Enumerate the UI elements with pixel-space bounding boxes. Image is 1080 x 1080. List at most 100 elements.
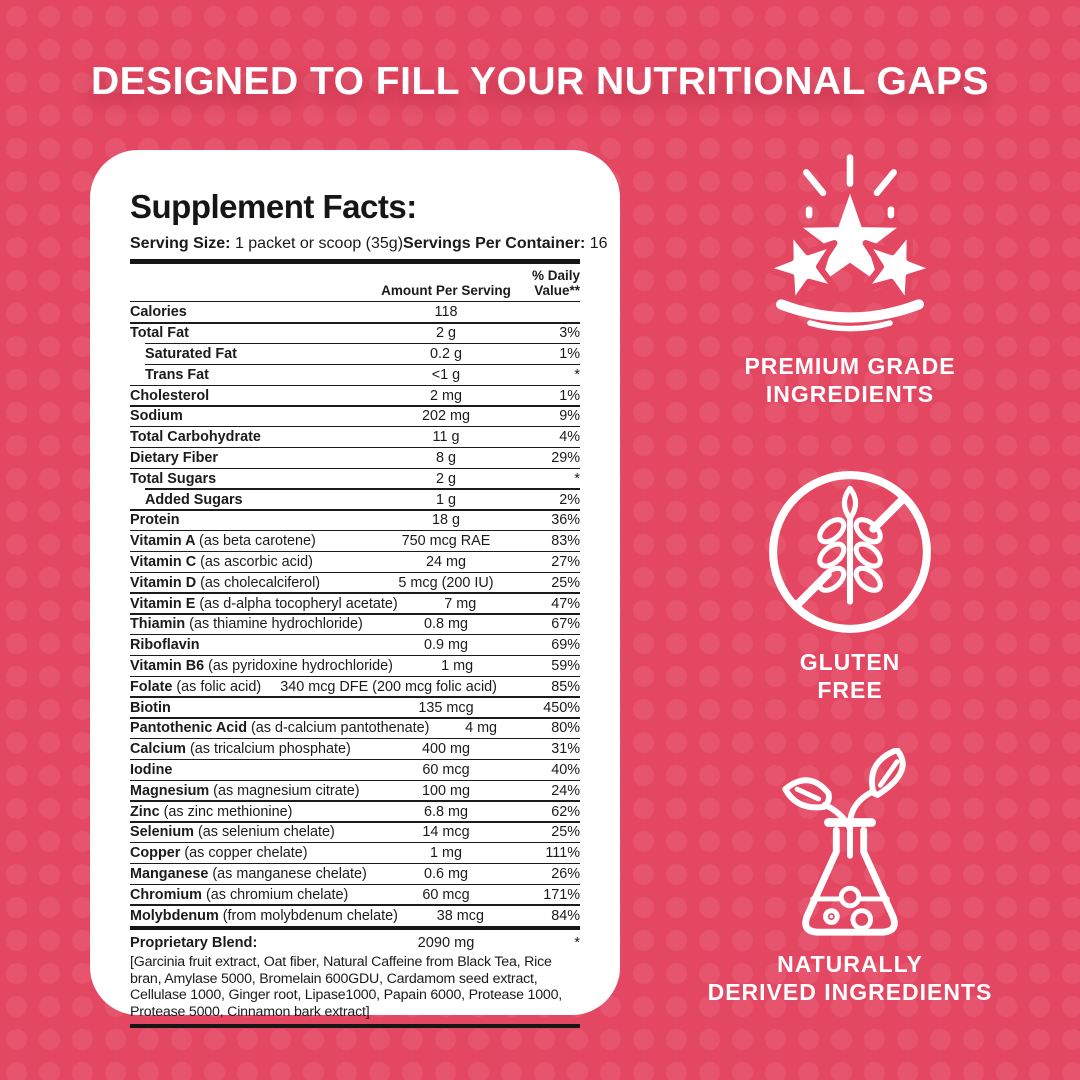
serving-info-row: Serving Size: 1 packet or scoop (35g) Se…: [130, 234, 608, 253]
nutrient-source: (as tricalcium phosphate): [189, 741, 351, 758]
naturally-derived-icon: [782, 748, 906, 936]
badge-gluten-label: GLUTEN FREE: [675, 648, 1025, 704]
nutrient-daily-value: 84%: [551, 907, 580, 924]
table-row: Biotin 135 mcg 450%: [130, 696, 580, 718]
table-row: Dietary Fiber 8 g 29%: [130, 446, 580, 469]
gluten-free-icon: [769, 471, 931, 633]
nutrient-source: (as chromium chelate): [205, 886, 349, 903]
proprietary-blend-ingredients: [Garcinia fruit extract, Oat fiber, Natu…: [130, 953, 563, 1020]
table-row: Copper (as copper chelate) 1 mg 111%: [130, 842, 580, 864]
nutrient-amount: <1 g: [431, 366, 461, 383]
nutrient-daily-value: 2%: [559, 491, 580, 508]
badge-gluten-line1: GLUTEN: [799, 649, 901, 675]
nutrient-amount: 1 mg: [430, 845, 462, 862]
nutrient-name: Added Sugars: [145, 491, 243, 508]
nutrient-amount: 14 mcg: [422, 824, 470, 841]
nutrient-source: (as thiamine hydrochloride): [189, 616, 363, 633]
nutrient-source: (as ascorbic acid): [200, 553, 313, 570]
table-row: Magnesium (as magnesium citrate) 100 mg …: [130, 779, 580, 801]
table-row: Total Carbohydrate 11 g 4%: [130, 426, 580, 448]
servings-per-container-value: 16: [589, 235, 608, 252]
nutrient-daily-value: 29%: [551, 449, 580, 466]
table-row: Trans Fat <1 g *: [130, 363, 580, 385]
table-row: Total Fat 2 g 3%: [130, 322, 580, 344]
nutrient-name: Total Sugars: [130, 470, 217, 487]
nutrient-name: Thiamin (as thiamine hydrochloride): [130, 616, 363, 633]
nutrient-name: Magnesium (as magnesium citrate): [130, 782, 360, 799]
nutrient-name: Vitamin A (as beta carotene): [130, 533, 316, 550]
table-row: Vitamin C (as ascorbic acid) 24 mg 27%: [130, 550, 580, 573]
nutrient-daily-value: 171%: [543, 886, 580, 903]
nutrient-amount: 118: [434, 304, 458, 321]
table-row: Cholesterol 2 mg 1%: [130, 384, 580, 406]
nutrient-daily-value: 24%: [551, 782, 580, 799]
table-row: Pantothenic Acid (as d-calcium pantothen…: [130, 717, 580, 739]
nutrient-amount: 1 mg: [441, 657, 474, 674]
table-row: Calcium (as tricalcium phosphate) 400 mg…: [130, 738, 580, 760]
nutrient-daily-value: *: [574, 366, 580, 383]
nutrient-daily-value: 111%: [545, 845, 580, 862]
table-row: Iodine 60 mcg 40%: [130, 758, 580, 781]
divider-thick-bottom: [130, 1024, 580, 1029]
nutrient-daily-value: 3%: [559, 325, 580, 342]
nutrient-amount: 18 g: [431, 512, 460, 529]
nutrient-name: Zinc (as zinc methionine): [130, 803, 293, 820]
nutrient-daily-value: 59%: [551, 657, 580, 674]
proprietary-blend-section: Proprietary Blend: 2090 mg * [Garcinia f…: [130, 930, 580, 1024]
table-row: Saturated Fat 0.2 g 1%: [130, 342, 580, 365]
table-row: Zinc (as zinc methionine) 6.8 mg 62%: [130, 800, 580, 822]
nutrient-daily-value: 62%: [551, 803, 580, 820]
nutrient-amount: 6.8 mg: [424, 803, 468, 820]
nutrient-amount: 135 mcg: [418, 699, 474, 716]
supplement-facts-card: Supplement Facts: Serving Size: 1 packet…: [90, 150, 620, 1029]
nutrient-source: (as beta carotene): [199, 533, 316, 550]
servings-per-container: Servings Per Container: 16: [403, 234, 608, 253]
nutrient-amount: 11 g: [432, 429, 460, 446]
nutrient-name: Vitamin E (as d-alpha tocopheryl acetate…: [130, 595, 398, 612]
table-row: Chromium (as chromium chelate) 60 mcg 17…: [130, 883, 580, 905]
nutrient-daily-value: 67%: [551, 616, 580, 633]
nutrient-daily-value: 1%: [559, 345, 580, 362]
servings-per-container-label: Servings Per Container:: [403, 235, 586, 252]
badge-natural-line1: NATURALLY: [777, 951, 923, 977]
nutrient-amount: 400 mg: [422, 741, 470, 758]
nutrient-amount: 100 mg: [422, 782, 470, 799]
table-row: Sodium 202 mg 9%: [130, 405, 580, 427]
badge-premium-line1: PREMIUM GRADE: [744, 353, 956, 379]
nutrient-daily-value: 26%: [551, 865, 580, 882]
table-row: Vitamin E (as d-alpha tocopheryl acetate…: [130, 592, 580, 614]
column-header-amount: Amount Per Serving: [381, 283, 511, 298]
premium-stars-icon: [761, 154, 939, 332]
nutrient-source: (as manganese chelate): [212, 865, 367, 882]
nutrient-amount: 60 mcg: [422, 886, 470, 903]
nutrient-daily-value: 47%: [551, 595, 580, 612]
column-header-daily-value: % Daily Value**: [531, 268, 580, 298]
proprietary-blend-amount: 2090 mg: [417, 934, 475, 951]
table-row: Riboflavin 0.9 mg 69%: [130, 634, 580, 656]
nutrient-daily-value: 80%: [551, 720, 580, 737]
table-row: Vitamin A (as beta carotene) 750 mcg RAE…: [130, 530, 580, 552]
nutrient-amount: 24 mg: [426, 553, 466, 570]
nutrient-name: Manganese (as manganese chelate): [130, 865, 367, 882]
nutrient-daily-value: 9%: [559, 408, 580, 425]
nutrient-source: (as copper chelate): [184, 845, 308, 862]
table-row: Calories 118: [130, 302, 580, 323]
nutrient-name: Vitamin B6 (as pyridoxine hydrochloride): [130, 657, 393, 674]
nutrient-daily-value: *: [574, 470, 580, 487]
nutrient-name: Protein: [130, 512, 180, 529]
nutrient-name: Total Fat: [130, 325, 189, 342]
nutrient-daily-value: 450%: [543, 699, 580, 716]
nutrient-source: (as d-alpha tocopheryl acetate): [199, 595, 398, 612]
table-row: Total Sugars 2 g *: [130, 467, 580, 489]
nutrient-source: (from molybdenum chelate): [222, 907, 398, 924]
badge-natural-line2: DERIVED INGREDIENTS: [707, 979, 993, 1005]
nutrient-source: (as magnesium citrate): [213, 782, 360, 799]
table-row: Manganese (as manganese chelate) 0.6 mg …: [130, 862, 580, 885]
serving-size-label: Serving Size:: [130, 235, 231, 252]
proprietary-blend-dv: *: [574, 934, 580, 951]
nutrient-name: Pantothenic Acid (as d-calcium pantothen…: [130, 720, 430, 737]
badge-naturally-derived: NATURALLY DERIVED INGREDIENTS: [675, 748, 1025, 1006]
serving-size-value: 1 packet or scoop (35g): [234, 235, 404, 252]
table-row: Molybdenum (from molybdenum chelate) 38 …: [130, 904, 580, 926]
